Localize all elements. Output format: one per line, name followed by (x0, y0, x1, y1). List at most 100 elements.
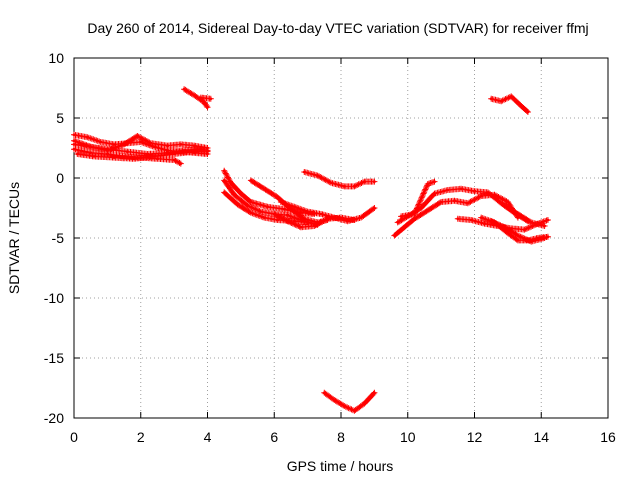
data-point (459, 187, 463, 191)
data-point (439, 200, 443, 204)
data-point (182, 87, 186, 91)
x-tick-label: 2 (137, 429, 145, 445)
y-tick-label: 10 (48, 50, 64, 66)
data-point (456, 217, 460, 221)
series-arc-14 (301, 169, 378, 190)
data-point (503, 204, 506, 208)
x-tick-label: 6 (270, 429, 278, 445)
data-point (92, 155, 96, 158)
series-arc-21 (488, 218, 548, 245)
data-point (359, 216, 363, 220)
y-tick-label: -10 (44, 290, 64, 306)
data-point (302, 217, 306, 221)
series-arc-18 (398, 178, 438, 220)
data-point (75, 152, 79, 156)
data-point (292, 205, 296, 209)
data-point (222, 169, 226, 173)
chart-title: Day 260 of 2014, Sidereal Day-to-day VTE… (87, 20, 588, 36)
data-point (72, 139, 76, 143)
data-point (166, 144, 169, 148)
series-arc-13 (277, 199, 378, 225)
data-point (206, 105, 209, 109)
data-point (179, 162, 183, 166)
data-point (372, 206, 376, 210)
data-point (122, 143, 126, 146)
data-point (519, 104, 523, 108)
data-point (126, 150, 129, 154)
y-tick-label: -15 (44, 350, 64, 366)
data-point (229, 181, 233, 185)
data-point (453, 199, 456, 203)
data-point (499, 201, 503, 205)
data-point (152, 155, 156, 158)
data-point (329, 181, 333, 185)
data-point (526, 110, 530, 114)
data-point (222, 179, 226, 182)
data-point (509, 95, 513, 98)
data-point (483, 222, 486, 226)
data-point (332, 398, 336, 402)
series-arc-07 (197, 94, 214, 102)
data-point (105, 147, 109, 151)
data-point (286, 213, 289, 217)
data-point (139, 140, 143, 144)
data-point (426, 209, 430, 212)
data-point (236, 203, 239, 206)
axis-ticks: 0 2 4 6 8 10 12 14 16 -20 -15 -10 -5 0 5 10 (44, 50, 616, 445)
data-point (543, 224, 546, 228)
data-point (489, 219, 493, 223)
data-point (486, 191, 490, 194)
data-point (479, 216, 483, 220)
x-tick-label: 10 (400, 429, 416, 445)
data-point (72, 143, 76, 146)
data-point (232, 193, 236, 197)
data-point (279, 200, 283, 204)
data-point (172, 152, 176, 156)
data-point (469, 218, 473, 222)
data-point (136, 134, 139, 138)
data-point (489, 97, 493, 101)
data-point (199, 96, 203, 99)
data-point (516, 239, 520, 242)
series-arc-23 (501, 202, 548, 229)
data-point (286, 219, 289, 223)
data-point (372, 391, 376, 395)
data-point (179, 143, 183, 146)
data-series (71, 86, 551, 414)
data-point (433, 192, 436, 196)
data-point (473, 189, 476, 193)
data-point (192, 93, 196, 97)
x-tick-label: 0 (70, 429, 78, 445)
data-point (276, 218, 279, 222)
series-arc-10 (221, 189, 311, 226)
data-point (132, 157, 136, 161)
data-point (192, 144, 196, 148)
data-point (499, 99, 503, 103)
data-point (206, 150, 209, 154)
data-point (249, 211, 253, 215)
data-point (396, 221, 400, 224)
data-point (72, 147, 76, 151)
data-point (543, 236, 546, 240)
series-arc-05 (74, 148, 211, 162)
data-point (516, 212, 520, 216)
data-point (433, 180, 436, 184)
series-arc-15 (321, 389, 378, 414)
x-tick-label: 14 (533, 429, 549, 445)
data-point (332, 216, 336, 220)
data-point (302, 170, 306, 174)
data-point (149, 141, 153, 145)
data-point (299, 225, 303, 229)
data-point (282, 207, 286, 211)
y-tick-label: 5 (56, 110, 64, 126)
y-axis-label: SDTVAR / TECUs (6, 182, 22, 294)
data-point (403, 225, 406, 229)
x-tick-label: 12 (467, 429, 483, 445)
y-tick-label: -20 (44, 410, 64, 426)
data-point (312, 224, 316, 228)
data-point (426, 182, 430, 186)
data-point (529, 240, 533, 244)
data-point (322, 391, 326, 395)
data-point (503, 225, 506, 229)
